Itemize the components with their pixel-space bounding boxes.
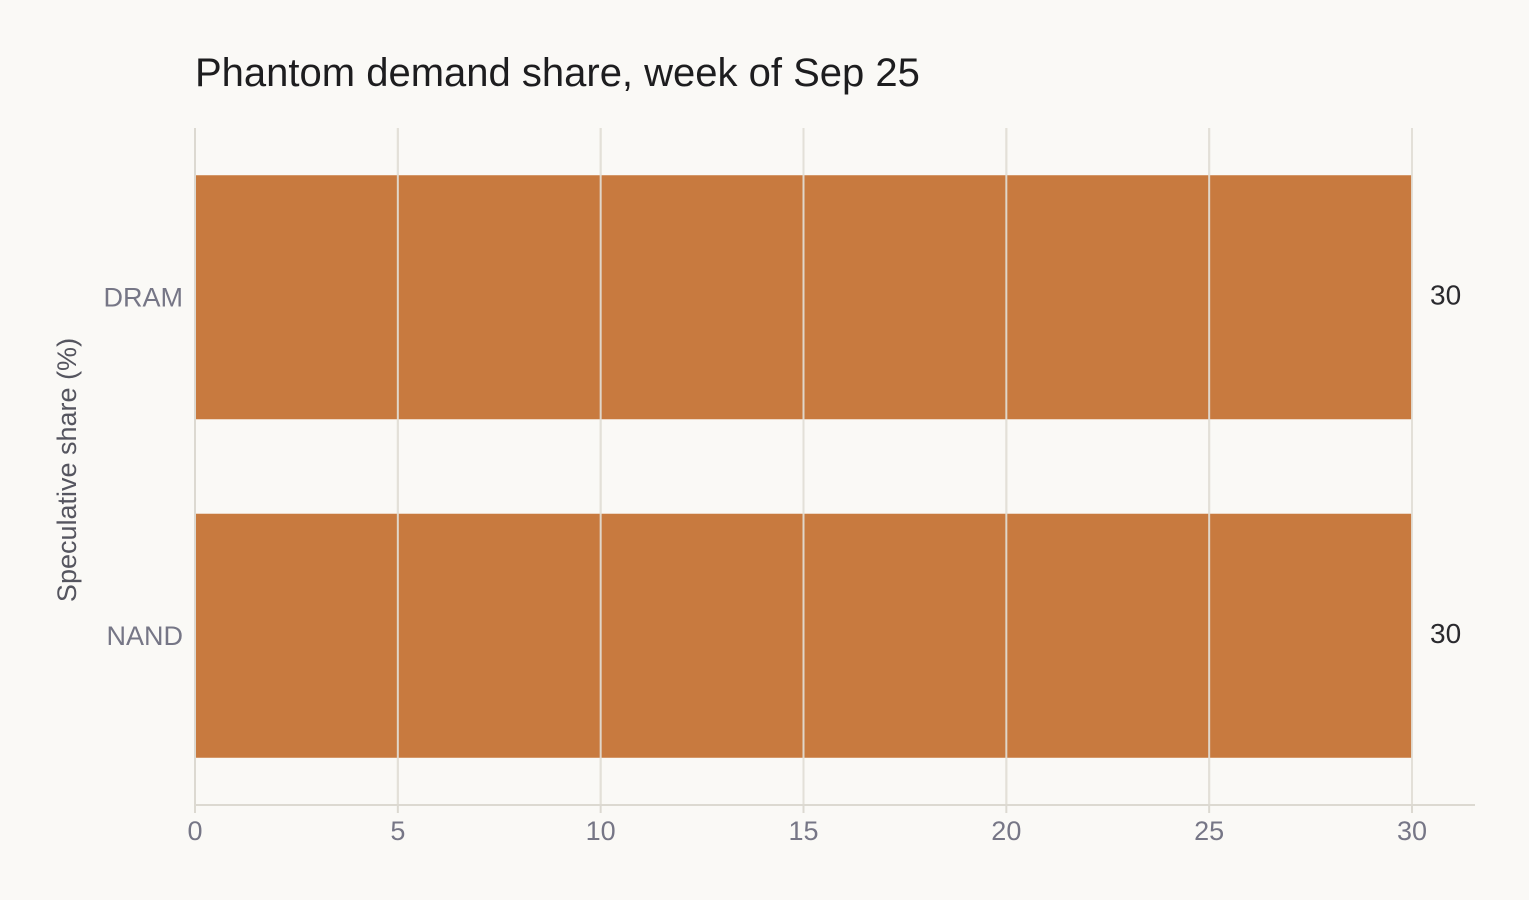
x-tick-label: 5 (390, 816, 405, 846)
x-tick-label: 25 (1194, 816, 1224, 846)
x-tick-label: 20 (991, 816, 1021, 846)
data-label: 30 (1430, 618, 1461, 649)
data-label: 30 (1430, 279, 1461, 310)
grid-overlay (396, 128, 1413, 805)
chart-title: Phantom demand share, week of Sep 25 (195, 51, 920, 95)
category-labels: DRAM NAND (104, 282, 184, 651)
x-tick-label: 10 (586, 816, 616, 846)
x-tick-label: 30 (1397, 816, 1427, 846)
data-labels: 30 30 (1430, 279, 1461, 649)
x-tick-label: 15 (788, 816, 818, 846)
x-axis-ticks: 0 5 10 15 20 25 30 (187, 805, 1427, 846)
category-label: NAND (106, 621, 183, 651)
category-label: DRAM (104, 282, 184, 312)
y-axis-title: Speculative share (%) (52, 338, 82, 602)
x-tick-label: 0 (187, 816, 202, 846)
axes (194, 128, 1475, 806)
